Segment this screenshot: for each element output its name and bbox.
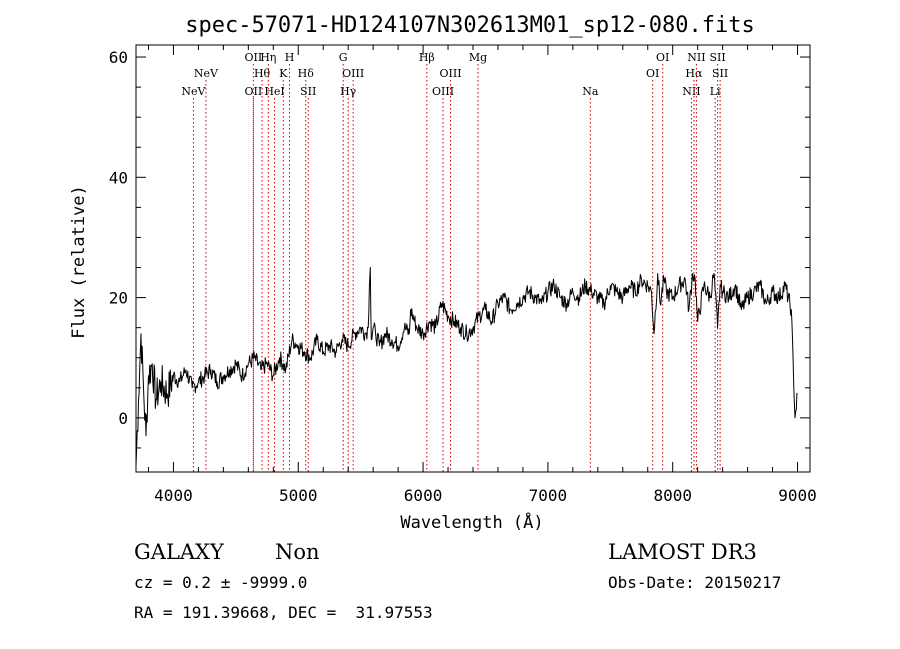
axes: 4000 5000 6000 7000 8000 9000 0 20 40 60 — [109, 44, 817, 505]
y-tick-label: 60 — [109, 48, 128, 67]
object-subclass: Non — [275, 540, 320, 564]
x-tick-label: 5000 — [279, 486, 318, 505]
x-tick-label: 9000 — [778, 486, 817, 505]
object-class: GALAXY — [134, 540, 224, 564]
line-marker-label: OIII — [432, 85, 454, 98]
y-tick-label: 20 — [109, 289, 128, 308]
line-marker-label: Li — [710, 85, 721, 98]
line-marker-label: Mg — [469, 51, 487, 64]
line-marker-label: Hα — [685, 67, 703, 80]
survey-name: LAMOST DR3 — [608, 540, 757, 564]
y-axis-label: Flux (relative) — [69, 185, 89, 339]
x-tick-label: 7000 — [529, 486, 568, 505]
line-marker-label: OI — [646, 67, 659, 80]
coordinates-line: RA = 191.39668, DEC = 31.97553 — [134, 603, 433, 622]
line-marker-label: NeV — [181, 85, 206, 98]
redshift-line: cz = 0.2 ± -9999.0 — [134, 573, 308, 592]
y-tick-label: 0 — [118, 409, 128, 428]
line-marker-label: OII — [244, 51, 262, 64]
x-tick-label: 6000 — [404, 486, 443, 505]
line-marker-label: SII — [300, 85, 316, 98]
chart-title: spec-57071-HD124107N302613M01_sp12-080.f… — [185, 13, 755, 38]
line-marker-label: Hη — [260, 51, 276, 64]
line-marker-label: SII — [710, 51, 726, 64]
y-tick-label: 40 — [109, 168, 128, 187]
plot-frame — [135, 44, 811, 473]
line-marker-label: OI — [656, 51, 669, 64]
x-tick-label: 8000 — [653, 486, 692, 505]
line-marker-label: OII — [244, 85, 262, 98]
series-layer — [135, 267, 798, 467]
line-marker-label: SII — [712, 67, 728, 80]
x-axis-label: Wavelength (Å) — [400, 511, 543, 533]
x-tick-label: 4000 — [154, 486, 193, 505]
line-marker-label: Hγ — [340, 85, 357, 98]
line-marker-label: Hθ — [254, 67, 271, 80]
line-marker-label: OIII — [440, 67, 462, 80]
spectrum-line — [135, 267, 798, 467]
line-marker-label: H — [285, 51, 295, 64]
line-marker-label: Hδ — [298, 67, 315, 80]
line-marker-label: Na — [582, 85, 599, 98]
line-marker-label: Hβ — [419, 51, 435, 64]
observation-date: Obs-Date: 20150217 — [608, 573, 782, 592]
line-marker-label: NeV — [194, 67, 219, 80]
line-marker-label: HeI — [264, 85, 284, 98]
line-marker-label: G — [339, 51, 348, 64]
line-marker-label: K — [279, 67, 288, 80]
line-marker-label: NII — [687, 51, 705, 64]
line-marker-label: NII — [682, 85, 700, 98]
line-marker-label: OIII — [342, 67, 364, 80]
